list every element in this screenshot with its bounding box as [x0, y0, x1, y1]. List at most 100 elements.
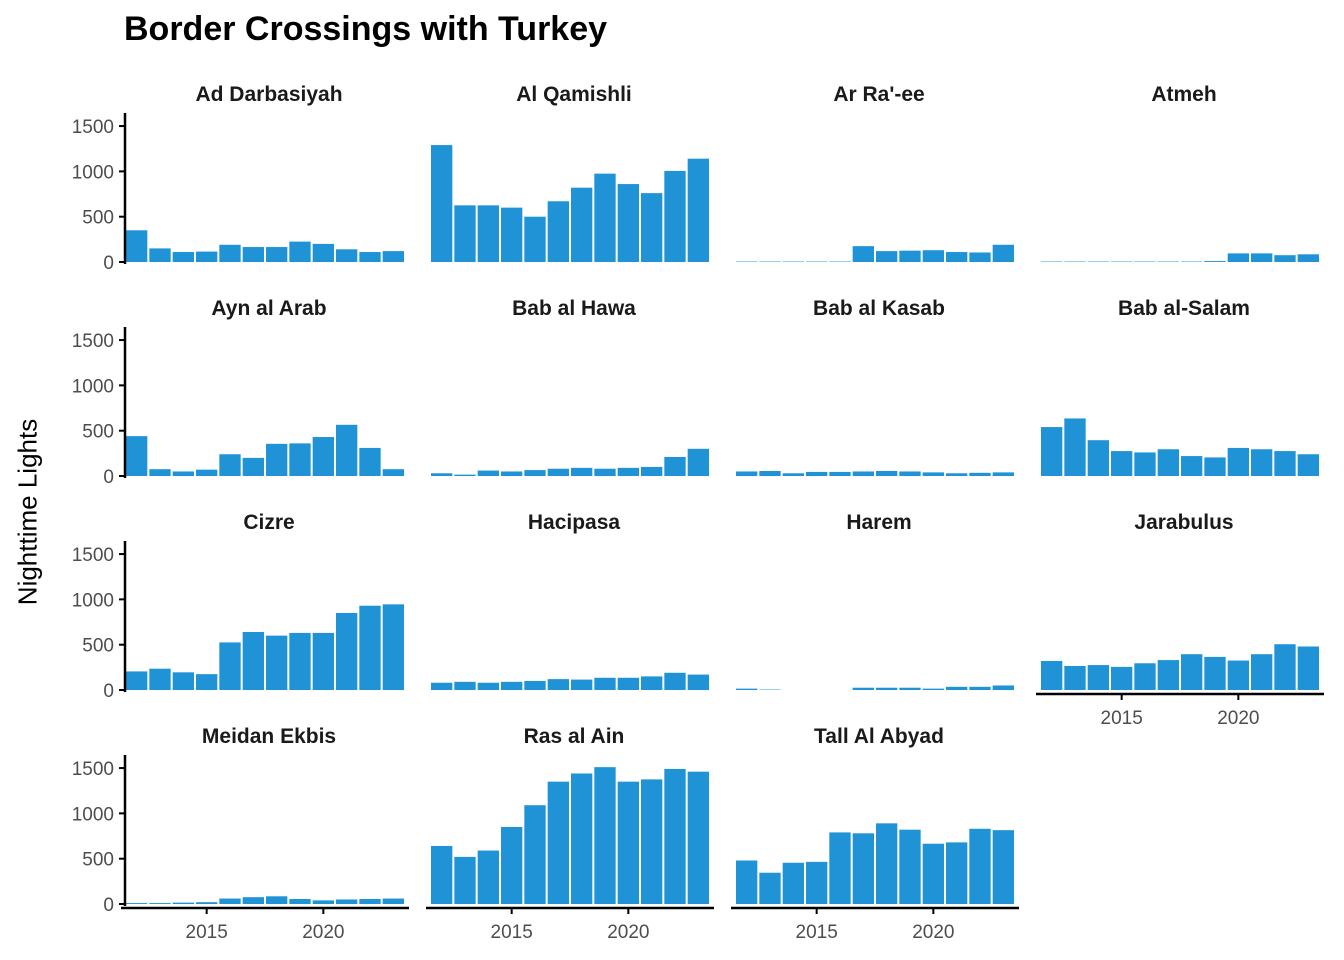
bar	[547, 781, 569, 904]
bar	[524, 216, 546, 262]
bar	[852, 246, 874, 262]
bar	[1297, 454, 1319, 476]
y-tick-label: 1500	[72, 331, 114, 352]
bar	[899, 250, 921, 262]
bar	[149, 903, 171, 904]
bar	[687, 771, 709, 904]
bar	[641, 466, 663, 476]
bar	[946, 842, 968, 905]
bar	[336, 249, 358, 262]
bar	[641, 676, 663, 690]
facet-title: Jarabulus	[1134, 511, 1233, 534]
bar	[242, 457, 264, 477]
bar	[806, 861, 828, 904]
bar	[312, 632, 334, 690]
bar	[336, 899, 358, 904]
bar	[1274, 451, 1296, 476]
bar	[571, 773, 593, 904]
bar	[336, 424, 358, 476]
bar	[922, 688, 944, 690]
bar	[359, 252, 381, 262]
bar	[454, 681, 476, 690]
bar	[664, 456, 686, 476]
bar	[852, 471, 874, 476]
bar	[289, 241, 311, 262]
bar	[196, 674, 218, 690]
bar	[382, 898, 404, 904]
facet-meidan-ekbis: Meidan Ekbis 0 500 1000 1500 2015 2020	[72, 725, 409, 943]
bar	[1111, 451, 1133, 476]
bar	[196, 251, 218, 262]
bar	[1251, 654, 1273, 690]
bar	[922, 843, 944, 904]
bar	[946, 686, 968, 690]
bar	[1087, 665, 1109, 690]
y-tick-label: 1000	[72, 804, 114, 825]
bar	[1134, 452, 1156, 476]
bar	[594, 173, 616, 262]
facet-harem: Harem	[736, 511, 1014, 690]
bar	[876, 251, 898, 263]
bar	[759, 872, 781, 904]
y-tick-label: 500	[82, 850, 114, 871]
bar	[969, 828, 991, 904]
y-tick-label: 0	[103, 253, 114, 274]
facet-jarabulus: Jarabulus 2015 2020	[1036, 511, 1324, 729]
bar	[547, 201, 569, 262]
bar	[1181, 456, 1203, 476]
bar	[431, 473, 453, 476]
bar	[501, 207, 523, 263]
x-tick-label: 2020	[302, 922, 344, 943]
bar	[454, 205, 476, 262]
facet-bab-al-hawa: Bab al Hawa	[431, 297, 709, 476]
bar	[359, 899, 381, 904]
bar	[431, 682, 453, 690]
bar	[1204, 261, 1226, 262]
bar	[266, 247, 288, 262]
bar	[312, 437, 334, 476]
bar	[219, 244, 241, 262]
bar	[219, 642, 241, 690]
facet-atmeh: Atmeh	[1041, 83, 1319, 262]
bar	[1251, 449, 1273, 476]
bar	[736, 688, 758, 690]
bar	[782, 473, 804, 476]
facet-title: Hacipasa	[528, 511, 621, 534]
bar	[687, 674, 709, 690]
bar	[289, 899, 311, 904]
y-tick-label: 1000	[72, 162, 114, 183]
bar	[617, 781, 639, 904]
bar	[126, 903, 148, 904]
bar	[477, 850, 499, 904]
y-tick-label: 0	[103, 681, 114, 702]
facet-title: Bab al Hawa	[512, 297, 636, 320]
bar	[922, 250, 944, 262]
y-tick-label: 0	[103, 895, 114, 916]
y-tick-label: 0	[103, 467, 114, 488]
bar	[1204, 457, 1226, 476]
bar	[312, 243, 334, 263]
bar	[1111, 666, 1133, 690]
bar	[501, 826, 523, 904]
bar	[149, 668, 171, 690]
bar	[594, 677, 616, 690]
bar	[1297, 646, 1319, 690]
bar	[829, 471, 851, 476]
bar	[431, 846, 453, 904]
bar	[359, 605, 381, 690]
bar	[242, 632, 264, 690]
x-tick-label: 2015	[491, 922, 533, 943]
bar	[219, 454, 241, 476]
bar	[266, 635, 288, 691]
bar	[992, 830, 1014, 904]
x-tick-label: 2020	[607, 922, 649, 943]
bar	[524, 805, 546, 904]
bar	[899, 471, 921, 476]
bar	[266, 896, 288, 904]
bar	[571, 187, 593, 262]
bar	[736, 860, 758, 904]
bar	[1064, 665, 1086, 690]
y-tick-label: 1500	[72, 117, 114, 138]
y-tick-label: 1500	[72, 545, 114, 566]
bar	[126, 671, 148, 690]
